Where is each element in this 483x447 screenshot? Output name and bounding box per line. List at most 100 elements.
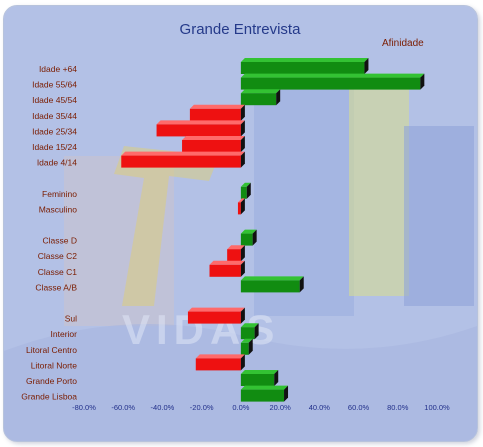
category-label: Classe C2	[38, 251, 77, 261]
category-label: Litoral Centro	[26, 345, 77, 355]
bar-classe-c1	[209, 260, 245, 277]
x-tick-label: -20.0%	[190, 403, 214, 412]
bar-front-face	[121, 155, 241, 168]
x-tick-label: 20.0%	[269, 403, 291, 412]
bar-side-face	[284, 385, 289, 402]
bar-classe-c2	[227, 245, 245, 262]
category-label: Idade 35/44	[32, 111, 77, 121]
category-labels: Idade +64 Idade 55/64 Idade 45/54 Idade 35/…	[21, 64, 77, 402]
bar-top-face	[182, 136, 245, 140]
bar-top-face	[240, 385, 289, 390]
category-label: Idade 15/24	[32, 142, 77, 152]
bar-front-face	[187, 311, 241, 324]
bar-top-face	[240, 370, 279, 374]
bar-top-face	[240, 229, 257, 234]
bar-top-face	[240, 58, 369, 62]
bar-side-face	[252, 229, 257, 246]
legend-label: Afinidade	[382, 38, 424, 49]
bar-top-face	[240, 323, 259, 328]
bar-side-face	[246, 182, 251, 199]
bar-front-face	[227, 249, 241, 262]
x-tick-label: -80.0%	[72, 403, 96, 412]
x-tick-label: -40.0%	[151, 403, 175, 412]
x-axis: -80.0% -60.0% -40.0% -20.0% 0.0% 20.0% 40.0% 60…	[72, 403, 450, 412]
category-label: Classe A/B	[35, 282, 77, 292]
bar-top-face	[237, 198, 245, 203]
bar-front-face	[240, 280, 300, 293]
bar-front-face	[240, 77, 421, 90]
chart-panel: VIDAS Grande Entrevista Afinidade -80.0%…	[3, 5, 478, 442]
category-label: Idade 55/64	[32, 80, 77, 90]
category-label: Classe C1	[38, 267, 77, 277]
bar-side-face	[240, 354, 245, 371]
bar-side-face	[240, 120, 245, 137]
category-label: Sul	[65, 314, 77, 324]
bar-front-face	[156, 124, 241, 137]
bar-top-face	[187, 307, 245, 312]
bar-side-face	[240, 245, 245, 262]
bar-idade-15-24	[182, 136, 245, 152]
bar-top-face	[240, 276, 304, 281]
bar-front-face	[195, 358, 241, 371]
bar-grande-lisboa	[240, 385, 289, 402]
category-label: Classe D	[43, 236, 77, 246]
bar-top-face	[189, 104, 245, 109]
bar-idade-4-14	[121, 151, 245, 168]
bar-front-face	[240, 389, 285, 402]
bar-top-face	[240, 182, 251, 187]
bar-idade-45-54	[240, 89, 281, 106]
bar-front-face	[237, 202, 241, 215]
category-label: Interior	[51, 329, 78, 339]
bar-side-face	[299, 276, 304, 293]
bar-top-face	[240, 338, 253, 343]
bar-feminino	[240, 182, 251, 199]
category-label: Grande Lisboa	[21, 392, 77, 402]
bar-classe-d	[240, 229, 257, 246]
bar-side-face	[254, 323, 259, 340]
bar-side-face	[420, 73, 425, 90]
category-label: Litoral Norte	[31, 360, 78, 370]
bar-classe-a-b	[240, 276, 304, 293]
bar-idade-25-34	[156, 120, 245, 137]
bar-front-face	[240, 342, 249, 355]
bar-side-face	[240, 260, 245, 277]
bar-idade-64	[240, 58, 369, 74]
bar-litoral-norte	[195, 354, 245, 371]
bar-top-face	[240, 73, 425, 78]
bar-front-face	[182, 140, 241, 152]
bar-front-face	[209, 264, 241, 277]
bar-sul	[187, 307, 245, 324]
bar-top-face	[121, 151, 245, 156]
bar-front-face	[240, 374, 275, 386]
x-tick-label: 100.0%	[424, 403, 450, 412]
bar-top-face	[156, 120, 245, 125]
bar-front-face	[240, 62, 365, 74]
category-label: Masculino	[39, 204, 78, 214]
x-tick-label: -60.0%	[111, 403, 135, 412]
bar-masculino	[237, 198, 245, 215]
bar-side-face	[240, 104, 245, 121]
bar-top-face	[209, 260, 245, 265]
bar-front-face	[240, 327, 255, 340]
bar-top-face	[240, 89, 281, 94]
bar-side-face	[240, 307, 245, 324]
bar-chart: VIDAS Grande Entrevista Afinidade -80.0%…	[4, 6, 477, 441]
category-label: Feminino	[42, 189, 77, 199]
bar-front-face	[240, 93, 277, 106]
bar-side-face	[240, 151, 245, 168]
category-label: Idade 4/14	[37, 158, 77, 168]
category-label: Idade +64	[39, 64, 77, 74]
bar-litoral-centro	[240, 338, 253, 355]
bar-side-face	[276, 89, 281, 106]
category-label: Grande Porto	[26, 376, 77, 386]
category-label: Idade 45/54	[32, 95, 77, 105]
x-tick-label: 0.0%	[232, 403, 249, 412]
bar-front-face	[240, 233, 253, 246]
bar-side-face	[274, 370, 279, 386]
x-tick-label: 80.0%	[387, 403, 409, 412]
bar-grande-porto	[240, 370, 279, 386]
bar-interior	[240, 323, 259, 340]
bar-front-face	[240, 186, 247, 199]
bar-front-face	[189, 108, 241, 121]
bar-idade-35-44	[189, 104, 245, 121]
